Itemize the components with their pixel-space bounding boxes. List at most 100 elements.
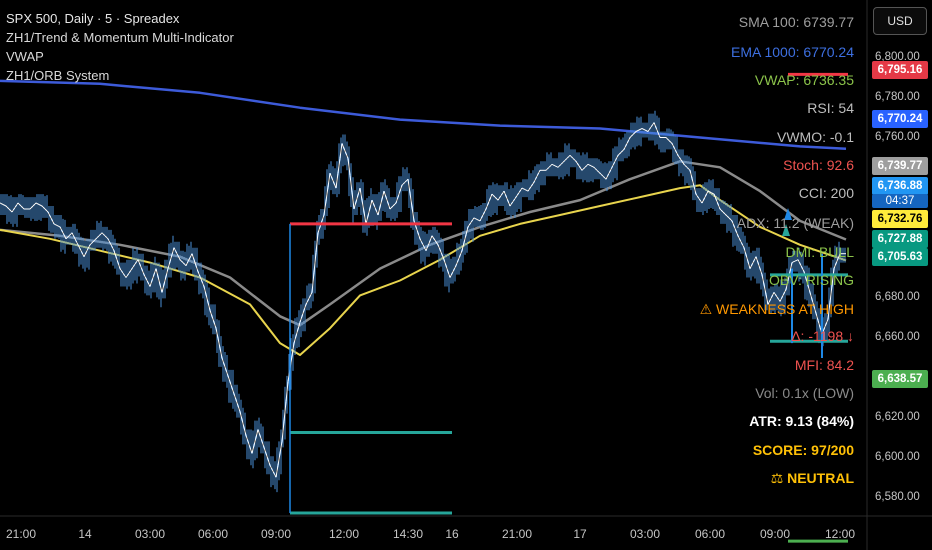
candle-tick <box>573 158 577 162</box>
candle-tick <box>615 155 619 160</box>
candle-tick <box>151 274 155 281</box>
candle-tick <box>701 198 705 204</box>
price-tick-label: 6,780.00 <box>875 91 920 103</box>
candle-tick <box>777 298 781 302</box>
candle-tick <box>29 206 33 210</box>
candle-tick <box>315 232 319 253</box>
candle-tick <box>49 215 53 221</box>
candle-tick <box>257 429 261 436</box>
candle-tick <box>835 258 839 264</box>
candle-tick <box>637 129 641 131</box>
time-tick-label: 12:00 <box>328 527 360 541</box>
candle-tick <box>557 164 561 168</box>
candle-tick <box>301 310 305 317</box>
candle-tick <box>337 158 341 174</box>
candle-tick <box>421 242 425 247</box>
candle-tick <box>435 241 439 246</box>
candle-tick <box>741 243 745 248</box>
candle-tick <box>39 204 43 207</box>
candle-tick <box>793 260 797 263</box>
candle-tick <box>431 235 435 240</box>
candle-tick <box>107 238 111 244</box>
price-tick-label: 6,580.00 <box>875 491 920 503</box>
symbol-title[interactable]: SPX 500, Daily · 5 · Spreadex <box>6 11 180 26</box>
candle-tick <box>745 254 749 262</box>
candle-tick <box>225 369 229 377</box>
candle-tick <box>471 217 475 222</box>
up-signal-arrow <box>784 208 792 220</box>
time-tick-label: 12:00 <box>824 527 856 541</box>
candle-tick <box>1 203 5 206</box>
candle-tick <box>213 322 217 329</box>
candle-tick <box>231 387 235 394</box>
candle-tick <box>19 204 23 208</box>
candle-tick <box>725 214 729 218</box>
candle-tick <box>313 252 317 273</box>
candle-tick <box>145 278 149 283</box>
candle-tick <box>739 239 743 245</box>
candle-tick <box>735 230 739 236</box>
candle-tick <box>131 265 135 269</box>
candle-tick <box>775 295 779 299</box>
candle-tick <box>53 223 57 226</box>
candle-tick <box>475 218 479 221</box>
candle-tick <box>587 163 591 166</box>
candle-tick <box>439 249 443 255</box>
candle-tick <box>381 190 385 200</box>
candle-tick <box>697 196 701 201</box>
indicator-readout: ⚖ NEUTRAL <box>770 470 854 486</box>
candle-tick <box>117 262 121 269</box>
candle-tick <box>149 280 153 287</box>
candle-tick <box>165 268 169 277</box>
candle-tick <box>621 149 625 152</box>
indicator-readout: VWMO: -0.1 <box>776 129 854 145</box>
candle-tick <box>577 164 581 168</box>
candle-tick <box>521 187 525 190</box>
candle-tick <box>427 240 431 246</box>
candle-tick <box>459 250 463 256</box>
candle-tick <box>245 435 249 442</box>
candle-tick <box>473 217 477 220</box>
candle-tick <box>721 210 725 214</box>
candle-tick <box>441 254 445 260</box>
candle-tick <box>279 441 283 454</box>
candle-tick <box>643 129 647 131</box>
candle-tick <box>465 226 469 235</box>
candle-tick <box>487 198 491 205</box>
indicator-name[interactable]: ZH1/Trend & Momentum Multi-Indicator <box>6 30 234 45</box>
candle-tick <box>97 234 101 238</box>
candle-tick <box>99 232 103 236</box>
indicator-readout: ⚠ WEAKNESS AT HIGH <box>699 301 854 317</box>
candle-tick <box>623 145 627 150</box>
candle-tick <box>667 139 671 142</box>
currency-button[interactable]: USD <box>873 7 927 35</box>
candle-tick <box>371 199 375 206</box>
candle-tick <box>343 148 347 154</box>
candle-tick <box>805 278 809 286</box>
candle-tick <box>629 135 633 138</box>
indicator-name[interactable]: ZH1/ORB System <box>6 68 110 83</box>
candle-tick <box>33 202 37 206</box>
price-marker-label: 6,638.57 <box>872 370 928 388</box>
candle-tick <box>299 316 303 323</box>
candle-tick <box>119 268 123 272</box>
candle-tick <box>639 128 643 130</box>
indicator-name[interactable]: VWAP <box>6 49 44 64</box>
candle-tick <box>437 244 441 250</box>
candle-tick <box>453 265 457 270</box>
candle-tick <box>377 206 381 216</box>
candle-tick <box>507 200 511 207</box>
candle-tick <box>403 180 407 184</box>
indicator-readout: OBV: RISING <box>768 272 854 288</box>
candle-tick <box>751 260 755 265</box>
candle-tick <box>415 226 419 233</box>
price-tick-label: 6,620.00 <box>875 411 920 423</box>
candle-tick <box>207 302 211 311</box>
time-tick-label: 09:00 <box>260 527 292 541</box>
candle-tick <box>153 268 157 275</box>
candle-tick <box>547 165 551 169</box>
candle-tick <box>173 247 177 252</box>
candle-tick <box>733 225 737 232</box>
candle-tick <box>611 163 615 168</box>
